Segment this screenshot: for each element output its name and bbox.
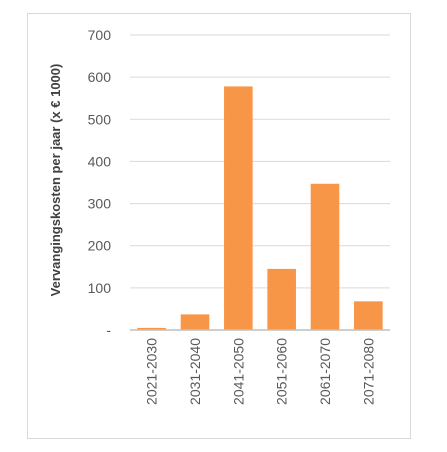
bar-2021-2030: [137, 327, 166, 330]
x-tick-label: 2071-2080: [360, 338, 376, 405]
bar-2051-2060: [267, 268, 296, 330]
bar-2061-2070: [310, 183, 340, 330]
y-tick-labels: - 100 200 300 400 500 600 700: [88, 27, 112, 338]
x-tick-labels: 2021-2030 2031-2040 2041-2050 2051-2060 2061…: [144, 338, 377, 405]
y-tick-label: 300: [88, 196, 112, 212]
bar-2071-2080: [354, 301, 383, 330]
y-tick-label: 600: [88, 69, 112, 85]
x-tick-label: 2021-2030: [144, 338, 160, 405]
y-tick-label: 100: [88, 280, 112, 296]
y-tick-label: 700: [88, 27, 112, 43]
y-tick-label: 400: [88, 153, 112, 169]
bars: [137, 86, 383, 331]
y-axis-label: Vervangingskosten per jaar (x € 1000): [48, 64, 63, 297]
x-tick-label: 2041-2050: [230, 338, 246, 405]
x-tick-label: 2051-2060: [274, 338, 290, 405]
gridlines: [130, 34, 390, 289]
chart-frame: [27, 13, 411, 439]
y-tick-label: -: [106, 322, 111, 338]
bar-2041-2050: [224, 86, 253, 331]
x-tick-label: 2061-2070: [317, 338, 333, 405]
y-tick-label: 200: [88, 238, 112, 254]
x-tick-label: 2031-2040: [187, 338, 203, 405]
y-tick-label: 500: [88, 111, 112, 127]
bar-2031-2040: [180, 314, 210, 330]
